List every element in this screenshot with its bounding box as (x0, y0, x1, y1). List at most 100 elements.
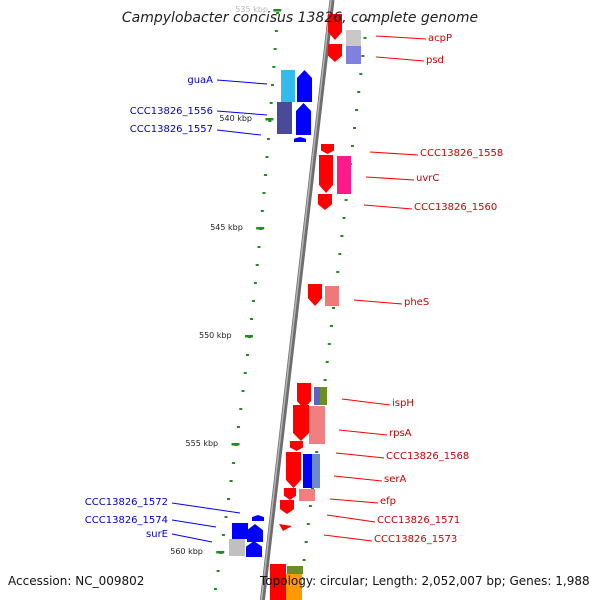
label-line (375, 56, 425, 62)
gene-arrow (284, 488, 296, 500)
gene-label: CCC13826_1573 (374, 534, 458, 545)
tick-dot (342, 217, 346, 219)
gene-box (232, 523, 248, 539)
gene-box (281, 70, 295, 102)
label-line (216, 79, 268, 85)
label-line (216, 129, 262, 136)
tick-dot (227, 498, 231, 500)
topology-text: Topology: circular; Length: 2,052,007 bp… (260, 574, 590, 588)
tick-dot (327, 343, 331, 345)
label-line (171, 533, 213, 543)
tick-dot (245, 354, 249, 356)
gene-box (286, 574, 302, 600)
gene-arrow (308, 284, 322, 306)
tick-dot (241, 390, 245, 392)
gene-box (287, 566, 303, 574)
gene-arrow (328, 14, 342, 40)
tick-dot (243, 372, 247, 374)
label-line (323, 534, 373, 542)
gene-arrow (319, 155, 333, 193)
gene-arrow (290, 441, 303, 451)
label-line (216, 110, 268, 116)
tick-dot (272, 66, 276, 68)
gene-box (270, 564, 286, 600)
label-line (375, 35, 427, 40)
gene-label: CCC13826_1556 (129, 106, 213, 117)
tick-dot (274, 30, 278, 32)
tick-dot (323, 379, 327, 381)
gene-label: rpsA (389, 428, 412, 439)
gene-features (229, 14, 361, 600)
label-line (363, 204, 413, 210)
gene-label: CCC13826_1572 (84, 497, 168, 508)
major-tick (273, 9, 282, 12)
gene-arrow (246, 541, 262, 557)
tick-dot (308, 505, 312, 507)
gene-arrow (286, 452, 301, 488)
gene-box (229, 539, 245, 556)
major-tick (256, 227, 265, 230)
gene-arrow (280, 500, 294, 514)
tick-dot (260, 210, 264, 212)
tick-label: 540 kbp (219, 114, 252, 123)
tick-dot (255, 264, 259, 266)
label-line (335, 452, 385, 459)
page-title: Campylobacter concisus 13826, complete g… (121, 10, 479, 26)
gene-arrow (293, 405, 309, 441)
tick-dot (268, 120, 272, 122)
label-line (369, 151, 419, 156)
tick-dot (344, 199, 348, 201)
gene-arrow (247, 524, 263, 542)
tick-label: 555 kbp (185, 439, 219, 448)
gene-arrow (252, 515, 264, 521)
gene-label: guaA (187, 75, 213, 86)
gene-label: CCC13826_1558 (420, 148, 504, 159)
tick-dot (269, 102, 273, 104)
gene-box (337, 156, 351, 194)
major-tick (231, 443, 240, 446)
gene-label: efp (380, 496, 397, 507)
gene-box (309, 406, 325, 444)
label-line (329, 498, 379, 504)
tick-dot (365, 19, 369, 21)
gene-label: pheS (404, 297, 430, 308)
gene-box (314, 387, 321, 405)
tick-label: 545 kbp (210, 223, 243, 232)
tick-dot (276, 12, 280, 14)
major-tick (216, 551, 225, 554)
tick-dot (363, 37, 367, 39)
tick-dot (213, 588, 217, 590)
gene-label: CCC13826_1560 (414, 202, 498, 213)
tick-dot (216, 570, 220, 572)
gene-label: CCC13826_1571 (377, 515, 461, 526)
tick-dot (265, 156, 269, 158)
tick-dot (253, 282, 257, 284)
tick-dot (332, 307, 335, 309)
tick-dot (229, 480, 233, 482)
tick-dot (273, 48, 277, 50)
gene-box (325, 286, 339, 306)
gene-arrow (328, 44, 342, 62)
gene-arrow (294, 137, 306, 142)
gene-label: CCC13826_1557 (129, 124, 213, 135)
gene-label: uvrC (416, 173, 440, 184)
gene-label: serA (384, 474, 407, 485)
label-lines (171, 35, 427, 543)
tick-dot (361, 55, 365, 57)
tick-label: 535 kbp (235, 5, 268, 14)
gene-arrow (318, 194, 332, 210)
gene-box (346, 30, 361, 46)
gene-label: ispH (392, 398, 414, 409)
accession-text: Accession: NC_009802 (8, 574, 145, 588)
label-line (365, 176, 415, 181)
tick-dot (304, 541, 308, 543)
gene-arrow (297, 70, 312, 102)
tick-dot (353, 127, 356, 129)
tick-dot (271, 84, 275, 86)
tick-dot (232, 462, 236, 464)
gene-arrow (279, 524, 292, 531)
tick-dot (266, 138, 270, 140)
gene-box (346, 46, 361, 64)
tick-dot (263, 174, 267, 176)
